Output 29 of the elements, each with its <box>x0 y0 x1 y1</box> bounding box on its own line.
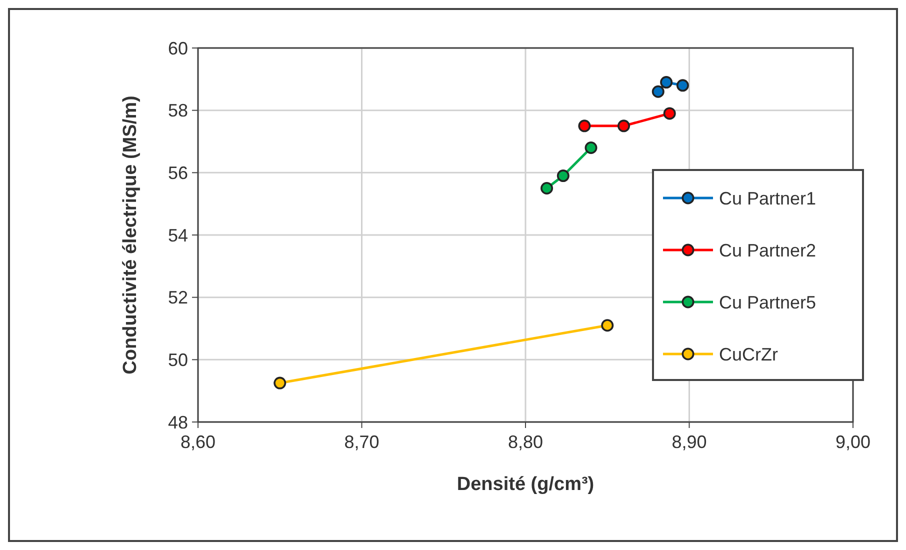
legend-label: CuCrZr <box>719 344 778 364</box>
y-tick-label: 54 <box>168 225 188 246</box>
x-tick-label: 8,80 <box>508 432 544 452</box>
point <box>584 141 598 154</box>
point <box>676 79 689 92</box>
point <box>601 319 614 332</box>
x-tick-label: 9,00 <box>835 432 871 452</box>
x-tick-label: 8,90 <box>672 432 707 452</box>
point <box>556 170 570 182</box>
y-tick-label: 48 <box>168 412 188 432</box>
y-tick-label: 58 <box>168 100 188 121</box>
legend-label: Cu Partner1 <box>719 188 816 208</box>
y-tick-label: 52 <box>168 288 188 308</box>
point <box>274 376 286 390</box>
point <box>652 85 664 98</box>
x-tick-label: 8,70 <box>344 432 380 452</box>
point <box>578 120 591 132</box>
x-tick-label: 8,60 <box>180 432 216 452</box>
point <box>663 107 676 120</box>
y-tick-label: 56 <box>168 162 188 183</box>
y-tick-label: 60 <box>168 38 188 58</box>
x-axis-title: Densité (g/cm³) <box>456 474 594 495</box>
y-tick-label: 50 <box>168 350 188 370</box>
legend-label: Cu Partner2 <box>719 240 816 260</box>
point <box>540 182 554 194</box>
legend-label: Cu Partner5 <box>719 292 816 312</box>
point <box>660 76 673 89</box>
y-axis-title: Conductivité électrique (MS/m) <box>120 96 141 374</box>
point <box>618 120 630 132</box>
